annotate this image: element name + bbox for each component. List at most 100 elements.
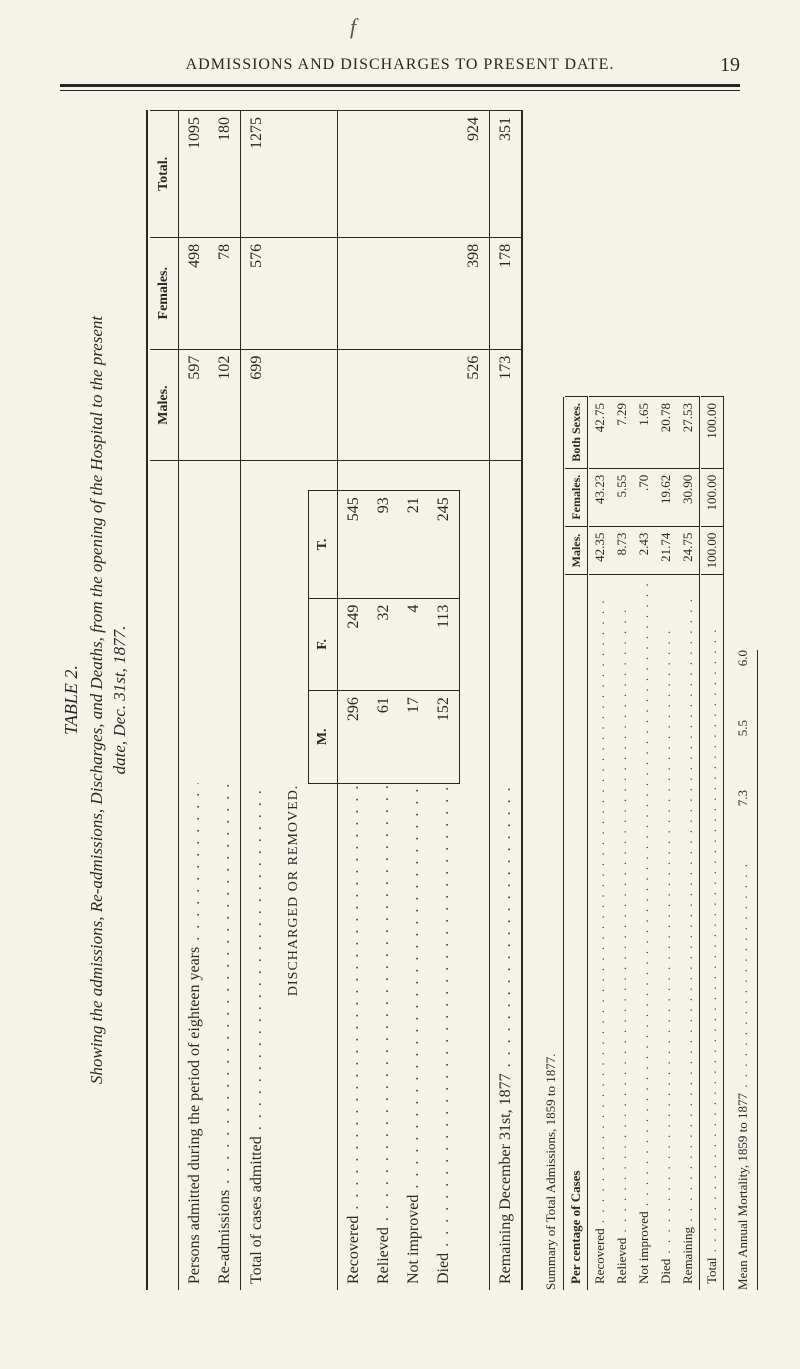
section-head: DISCHARGED OR REMOVED.	[272, 491, 309, 1290]
val-total: 1095	[180, 111, 210, 238]
table-label: TABLE 2.	[61, 110, 82, 1290]
sum-row-remaining: Remaining 24.75 30.90 27.53	[677, 397, 700, 1290]
val-f: 32	[369, 598, 399, 690]
mortality-m: 7.3	[735, 790, 751, 860]
val-b: 27.53	[677, 397, 700, 469]
sum-col-both: Both Sexes.	[565, 397, 588, 469]
val-m: 100.00	[701, 526, 724, 575]
summary-title: Summary of Total Admissions, 1859 to 187…	[543, 650, 559, 1290]
val-f: 5.55	[611, 468, 633, 526]
row-died: Died 152 113 245	[429, 111, 460, 1291]
sum-col-females: Females.	[565, 468, 588, 526]
label: Remaining	[680, 1227, 695, 1284]
label: Relieved	[375, 1227, 392, 1284]
scan-mark: f	[350, 14, 356, 40]
sub-t: T.	[308, 491, 337, 598]
val-total: 924	[459, 111, 490, 238]
label: Died	[658, 1259, 673, 1284]
sum-row-recovered: Recovered 42.35 43.23 42.75	[589, 397, 611, 1290]
label: Relieved	[614, 1238, 629, 1284]
label: Remaining December 31st, 1877	[497, 1073, 514, 1284]
val-b: 20.78	[655, 397, 677, 469]
val-males: 597	[180, 349, 210, 461]
mortality-row: Mean Annual Mortality, 1859 to 1877 7.3 …	[735, 650, 751, 1290]
sum-row-died: Died 21.74 19.62 20.78	[655, 397, 677, 1290]
val-males: 102	[210, 349, 241, 461]
val-m: 152	[429, 691, 460, 783]
val-t: 21	[399, 491, 429, 598]
table-caption: Showing the admissions, Re-admissions, D…	[86, 110, 132, 1290]
val-t: 545	[339, 491, 369, 598]
val-m: 21.74	[655, 526, 677, 575]
val-m: 61	[369, 691, 399, 783]
val-f: 249	[339, 598, 369, 690]
val-females: 576	[242, 237, 272, 349]
val-total: 1275	[242, 111, 272, 238]
col-females: Females.	[150, 237, 179, 349]
val-m: 296	[339, 691, 369, 783]
val-f: 19.62	[655, 468, 677, 526]
label: Recovered	[592, 1228, 607, 1284]
mortality-b: 6.0	[735, 650, 751, 720]
subhead-row: M. F. T.	[308, 111, 337, 1291]
row-not-improved: Not improved 17 4 21	[399, 111, 429, 1291]
val-f: 30.90	[677, 468, 700, 526]
section-header-row: DISCHARGED OR REMOVED.	[272, 111, 309, 1291]
sum-row-not-improved: Not improved 2.43 .70 1.65	[633, 397, 655, 1290]
val-m: 8.73	[611, 526, 633, 575]
val-b: 42.75	[589, 397, 611, 469]
row-total-admitted: Total of cases admitted 699 576 1275	[242, 111, 272, 1291]
column-header-row: Males. Females. Total.	[150, 111, 179, 1291]
mortality-f: 5.5	[735, 720, 751, 790]
caption-line-1: Showing the admissions, Re-admissions, D…	[87, 316, 106, 1084]
sum-row-total: Total 100.00 100.00 100.00	[701, 397, 724, 1290]
val-f: 113	[429, 598, 460, 690]
page: f 19 ADMISSIONS AND DISCHARGES TO PRESEN…	[0, 0, 800, 1369]
summary-table: Per centage of Cases Males. Females. Bot…	[563, 396, 725, 1290]
row-readmissions: Re-admissions 102 78 180	[210, 111, 241, 1291]
val-females: 178	[491, 237, 522, 349]
val-males: 526	[459, 349, 490, 461]
val-t: 93	[369, 491, 399, 598]
val-females: 78	[210, 237, 241, 349]
running-header: 19 ADMISSIONS AND DISCHARGES TO PRESENT …	[60, 56, 740, 91]
row-recovered: Recovered 296 249 545	[339, 111, 369, 1291]
val-f: 4	[399, 598, 429, 690]
label: Not improved	[405, 1195, 422, 1284]
header-rule-thin	[60, 90, 740, 91]
sum-col-males: Males.	[565, 526, 588, 575]
summary-block: Summary of Total Admissions, 1859 to 187…	[543, 650, 758, 1290]
col-total: Total.	[150, 111, 179, 238]
sub-m: M.	[308, 691, 337, 783]
label: Total of cases admitted	[248, 1136, 265, 1284]
val-total: 351	[491, 111, 522, 238]
val-m: 24.75	[677, 526, 700, 575]
val-f: 100.00	[701, 468, 724, 526]
val-t: 245	[429, 491, 460, 598]
rotated-content: TABLE 2. Showing the admissions, Re-admi…	[55, 110, 745, 1290]
val-m: 42.35	[589, 526, 611, 575]
summary-header-row: Per centage of Cases Males. Females. Bot…	[565, 397, 588, 1290]
val-total: 180	[210, 111, 241, 238]
label: Died	[435, 1253, 452, 1284]
header-rule-thick	[60, 84, 740, 87]
row-remaining: Remaining December 31st, 1877 173 178 35…	[491, 111, 522, 1291]
row-relieved: Relieved 61 32 93	[369, 111, 399, 1291]
label: Not improved	[636, 1211, 651, 1284]
val-b: 1.65	[633, 397, 655, 469]
summary-subtitle: Per centage of Cases	[565, 575, 588, 1290]
val-b: 7.29	[611, 397, 633, 469]
label: Re-admissions	[216, 1190, 233, 1284]
row-persons-admitted: Persons admitted during the period of ei…	[180, 111, 210, 1291]
val-f: .70	[633, 468, 655, 526]
summary-bottom-rule	[757, 650, 758, 1290]
label: Total	[704, 1257, 719, 1284]
label: Recovered	[345, 1216, 362, 1284]
val-m: 17	[399, 691, 429, 783]
mortality-label: Mean Annual Mortality, 1859 to 1877	[735, 1093, 750, 1290]
val-f: 43.23	[589, 468, 611, 526]
main-statistics-table: Males. Females. Total. Persons admitted …	[146, 110, 526, 1290]
running-title: ADMISSIONS AND DISCHARGES TO PRESENT DAT…	[60, 56, 740, 74]
val-males: 699	[242, 349, 272, 461]
caption-line-2: date, Dec. 31st, 1877.	[110, 626, 129, 775]
